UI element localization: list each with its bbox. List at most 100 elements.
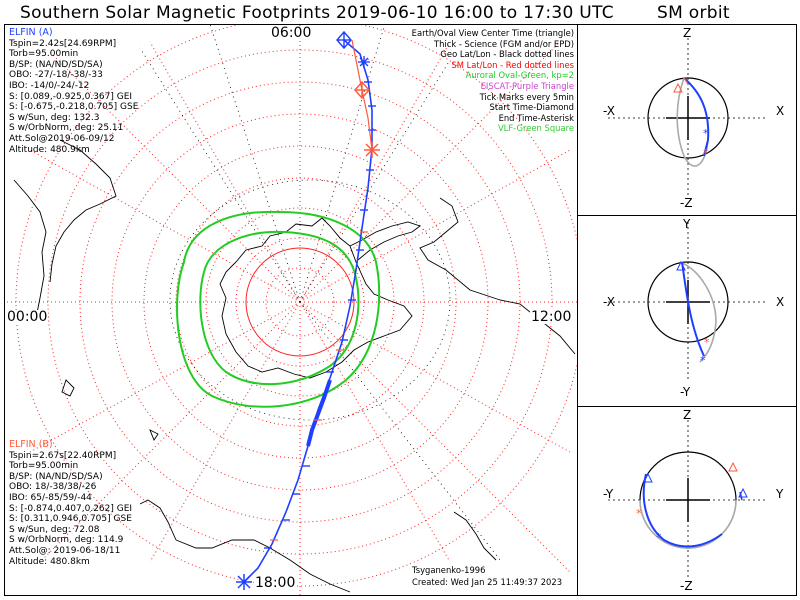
orbit-panel-xz bbox=[577, 24, 797, 216]
elfin-b-info: ELFIN (B) Tspin=2.67s[22.40RPM] Torb=95.0… bbox=[9, 439, 132, 568]
orbit-triangle-2 bbox=[676, 260, 686, 271]
island-outline bbox=[61, 379, 75, 397]
elfin-b-line: Att.Sol@: 2019-06-18/11 bbox=[9, 545, 121, 556]
elfin-a-line: Att.Sol@2019-06-09/12 bbox=[9, 133, 115, 144]
elfin-b-line: Tspin=2.67s[22.40RPM] bbox=[9, 450, 117, 461]
new-zealand-outline bbox=[453, 511, 497, 561]
created-label: Created: Wed Jan 25 11:49:37 2023 bbox=[412, 577, 563, 587]
orbit-triangle-1 bbox=[673, 82, 683, 93]
elfin-a-end-asterisk bbox=[236, 574, 252, 590]
auroral-ovals bbox=[176, 210, 381, 408]
orbit2-bottom-label: -Y bbox=[680, 385, 691, 399]
elfin-b-line: S: [0.311,0.946,0.705] GSE bbox=[9, 514, 132, 525]
orbit-panel-3-graphics: * * bbox=[608, 420, 768, 580]
orbit-asterisk-2b: * bbox=[700, 354, 706, 367]
elfin-a-line: S: [-0.675,-0.218,0.705] GSE bbox=[9, 102, 139, 113]
elfin-a-line: B/SP: (NA/ND/SD/SA) bbox=[9, 59, 103, 70]
elfin-b-line: IBO: 65/-85/59/-44 bbox=[9, 492, 92, 503]
elfin-b-line: OBO: 18/-38/38/-26 bbox=[9, 482, 97, 493]
elfin-b-line: S w/Sun, deg: 72.08 bbox=[9, 524, 100, 535]
elfin-a-tick-marks bbox=[264, 81, 376, 549]
orbit-panel-xy bbox=[577, 215, 797, 407]
orbit-gray-1 bbox=[676, 77, 709, 167]
elfin-a-star-marker bbox=[358, 56, 370, 68]
legend-item: SM Lat/Lon - Red dotted lines bbox=[451, 59, 574, 70]
orbit-blue-1 bbox=[683, 77, 710, 157]
sm-longitude-lines bbox=[5, 25, 577, 595]
orbit1-top-label: Z bbox=[683, 26, 692, 40]
time-label-right: 12:00 bbox=[530, 309, 573, 325]
elfin-b-info-lines: Tspin=2.67s[22.40RPM] Torb=95.00min B/SP: … bbox=[9, 451, 132, 568]
africa-coast bbox=[13, 179, 47, 319]
elfin-a-line: OBO: -27/-18/-38/-33 bbox=[9, 70, 103, 81]
orbit-panel-1-graphics: * * bbox=[608, 38, 768, 196]
orbit3-right-label: Y bbox=[776, 487, 784, 501]
elfin-b-track bbox=[351, 39, 373, 151]
orbit-asterisk-1: * bbox=[703, 127, 709, 140]
orbit1-bottom-label: -Z bbox=[680, 196, 693, 210]
orbit-blue-2 bbox=[681, 261, 705, 357]
orbit1-right-label: X bbox=[776, 104, 785, 118]
time-label-bottom: 18:00 bbox=[254, 575, 297, 591]
elfin-a-line: S w/OrbNorm, deg: 25.11 bbox=[9, 123, 124, 134]
elfin-b-line: S w/OrbNorm, deg: 114.9 bbox=[9, 535, 124, 546]
orbit-asterisk-3b: * bbox=[636, 507, 642, 520]
orbit2-left-label: -X bbox=[603, 295, 615, 309]
elfin-a-line: Tspin=2.42s[24.69RPM] bbox=[9, 38, 117, 49]
elfin-a-info-lines: Tspin=2.42s[24.69RPM] Torb=95.00min B/SP: … bbox=[9, 39, 138, 156]
orbit-asterisk-1b: * bbox=[703, 147, 709, 160]
orbit-blue-3 bbox=[642, 473, 723, 548]
elfin-b-line: Torb=95.00min bbox=[9, 461, 79, 472]
elfin-b-line: Altitude: 480.8km bbox=[9, 556, 90, 567]
orbit2-top-label: Y bbox=[683, 217, 691, 231]
legend-item: Thick - Science (FGM and/or EPD) bbox=[433, 38, 574, 49]
orbit3-bottom-label: -Z bbox=[680, 579, 693, 593]
orbit-red-1 bbox=[683, 77, 689, 85]
australia-outline bbox=[175, 539, 351, 593]
orbit-gray-3 bbox=[639, 499, 737, 549]
elfin-a-line: S w/Sun, deg: 132.3 bbox=[9, 112, 100, 123]
elfin-a-science-segment bbox=[306, 379, 332, 447]
elfin-a-line: Torb=95.00min bbox=[9, 49, 79, 60]
africa-outline bbox=[49, 139, 117, 283]
legend-item: Geo Lat/Lon - Black dotted lines bbox=[440, 49, 574, 60]
orbit2-right-label: X bbox=[776, 295, 785, 309]
legend-item: EISCAT-Purple Triangle bbox=[480, 80, 574, 91]
elfin-a-line: Altitude: 480.9km bbox=[9, 144, 90, 155]
legend-item: VLF-Green Square bbox=[497, 123, 574, 134]
legend-item: Tick Marks every 5min bbox=[479, 91, 574, 102]
elfin-a-info: ELFIN (A) Tspin=2.42s[24.69RPM] Torb=95.0… bbox=[9, 27, 138, 156]
elfin-a-track bbox=[243, 39, 373, 583]
elfin-b-heading: ELFIN (B) bbox=[9, 439, 53, 450]
legend-item: Earth/Oval View Center Time (triangle) bbox=[411, 28, 574, 38]
antarctica-outline bbox=[219, 217, 413, 379]
elfin-a-start-diamond bbox=[336, 30, 352, 50]
plot-title: Southern Solar Magnetic Footprints 2019-… bbox=[20, 3, 614, 23]
geo-latlon-grid bbox=[139, 25, 501, 561]
orbit-title: SM orbit bbox=[657, 3, 730, 23]
elfin-b-tick-marks bbox=[270, 231, 368, 541]
model-label: Tsyganenko-1996 bbox=[412, 565, 486, 575]
elfin-a-line: IBO: -14/0/-24/-12 bbox=[9, 80, 90, 91]
elfin-b-line: S: [-0.874,0.407,0.262] GEI bbox=[9, 503, 133, 514]
orbit-gray-2 bbox=[679, 261, 717, 363]
time-label-left: 00:00 bbox=[6, 309, 49, 325]
legend-item: End Time-Asterisk bbox=[498, 112, 574, 123]
elfin-a-line: S: [0.089,-0.925,0.367] GEI bbox=[9, 91, 133, 102]
orbit3-left-label: -Y bbox=[603, 487, 614, 501]
legend: Earth/Oval View Center Time (triangle) Th… bbox=[412, 28, 574, 134]
elfin-a-heading: ELFIN (A) bbox=[9, 27, 53, 38]
orbit-triangle-3c bbox=[728, 461, 738, 472]
orbit-triangle-3b bbox=[738, 487, 748, 498]
elfin-b-line: B/SP: (NA/ND/SD/SA) bbox=[9, 471, 103, 482]
auroral-oval-inner bbox=[199, 230, 360, 386]
legend-item: Auroral Oval-Green, kp=2 bbox=[465, 70, 574, 81]
orbit-asterisk-2: * bbox=[704, 336, 710, 349]
antarctic-peninsula bbox=[349, 221, 421, 261]
southern-islands bbox=[149, 429, 159, 441]
time-label-top: 06:00 bbox=[270, 25, 313, 41]
legend-item: Start Time-Diamond bbox=[489, 102, 574, 113]
sm-inner-ring bbox=[245, 247, 355, 357]
orbit-panel-2-graphics: * * bbox=[608, 222, 768, 382]
